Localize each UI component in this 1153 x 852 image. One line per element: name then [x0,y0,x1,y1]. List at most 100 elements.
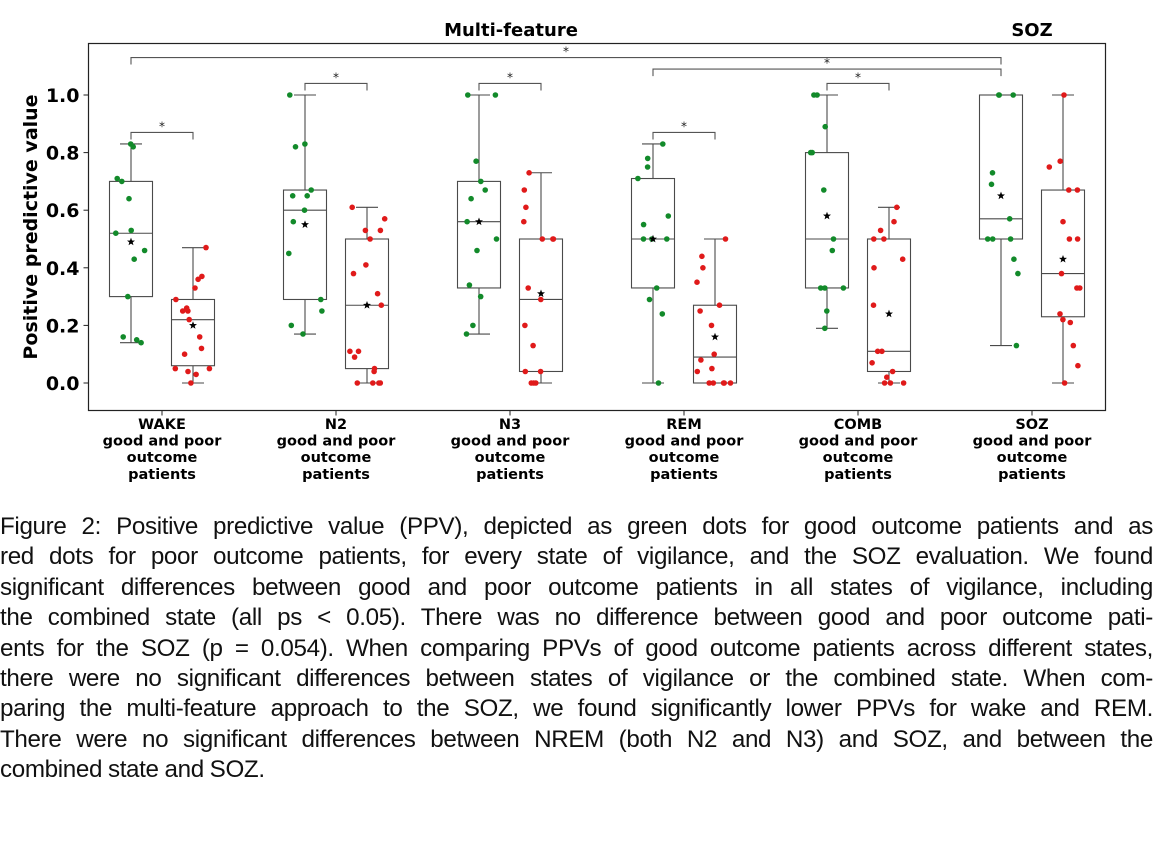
data-point [172,365,179,372]
data-point [694,368,701,375]
data-point [879,348,885,355]
data-point [1046,164,1053,170]
data-point [354,380,361,386]
significance-label: * [563,45,569,59]
box-iqr [804,152,850,289]
data-point [814,92,820,98]
data-point [521,218,527,225]
data-point [292,144,299,150]
data-point [644,164,651,170]
data-point [374,290,381,297]
data-point [465,92,471,98]
data-point [1015,270,1021,277]
plot-frame [87,42,1107,412]
x-tick-label: N2 good and poor outcome patients [277,417,397,483]
caption-line: significant differences between good and… [0,573,1153,601]
data-point [1061,92,1067,98]
data-point [716,302,723,309]
mean-marker [301,220,309,228]
data-point [289,193,296,199]
data-point [492,92,499,98]
data-point [720,380,727,386]
data-point [708,322,715,329]
data-point [203,244,209,251]
data-point [463,331,470,337]
mean-marker [127,237,135,246]
data-point [877,227,884,234]
data-point [1006,216,1013,222]
data-point [198,345,205,352]
data-point [1074,285,1080,291]
box-iqr [978,94,1024,240]
data-point [113,230,119,236]
caption-line: there were no significant differences be… [0,665,1153,693]
data-point [477,293,484,300]
x-tick-label: REM good and poor outcome patients [625,417,745,483]
data-point [288,322,295,329]
mean-marker [885,309,893,318]
caption-line: Figure 2: Positive predictive value (PPV… [0,513,1153,540]
data-point [1075,362,1081,369]
box-iqr [108,180,154,298]
chart-title-multi-feature: Multi-feature [444,20,578,41]
data-point [522,322,528,329]
caption-line: combined state and SOZ. [0,756,265,784]
data-point [130,144,136,150]
data-point [185,368,191,375]
x-tick-label-line: patients [998,467,1066,483]
data-point [196,334,203,340]
data-point [822,325,828,332]
data-point [464,218,470,225]
data-point [525,285,531,291]
data-point [378,302,385,309]
data-point [125,293,131,300]
caption-line: paring the multi-feature approach to the… [0,695,1153,723]
significance-brackets: * * * * * * * [130,45,1002,140]
data-point [697,308,703,314]
data-point [640,236,647,242]
mean-marker [1059,254,1067,263]
y-tick-label: 0.4 [46,258,80,280]
data-point [1066,236,1073,242]
significance-bracket [478,82,542,91]
mean-marker [363,301,371,309]
x-tick-label-line: outcome [301,450,372,466]
caption-line: the combined state (all ps < 0.05). Ther… [0,604,1153,632]
data-point [1057,311,1063,317]
data-point [377,227,384,234]
y-tick-label: 0.8 [46,143,80,165]
box-iqr [344,238,390,370]
data-point [829,247,836,254]
data-point [665,213,672,219]
data-point [1067,319,1074,326]
data-point [1060,218,1066,225]
significance-bracket [652,68,1002,77]
data-point [840,285,847,291]
data-point [371,368,377,375]
data-point [871,236,877,242]
data-point [817,285,824,291]
data-point [530,342,536,349]
box-iqr [866,238,912,373]
data-point [1058,270,1065,277]
data-point [349,204,356,211]
data-point [188,380,194,386]
data-point [550,236,557,242]
data-point [350,270,357,277]
data-point [659,311,666,317]
data-point [874,348,881,355]
x-tick-label-line: patients [128,467,196,483]
data-point [1060,316,1066,323]
data-point [128,227,134,234]
data-point [984,236,991,242]
data-point [362,227,369,234]
x-tick-label-line: outcome [649,450,720,466]
data-point [318,296,324,303]
data-point [1013,342,1020,349]
data-point [1010,92,1016,98]
data-point [474,247,480,254]
y-tick-label: 0.0 [46,373,80,395]
data-point [308,187,315,193]
figure-caption: Figure 2: Positive predictive value (PPV… [0,512,1153,786]
x-tick-label-line: patients [650,467,718,483]
